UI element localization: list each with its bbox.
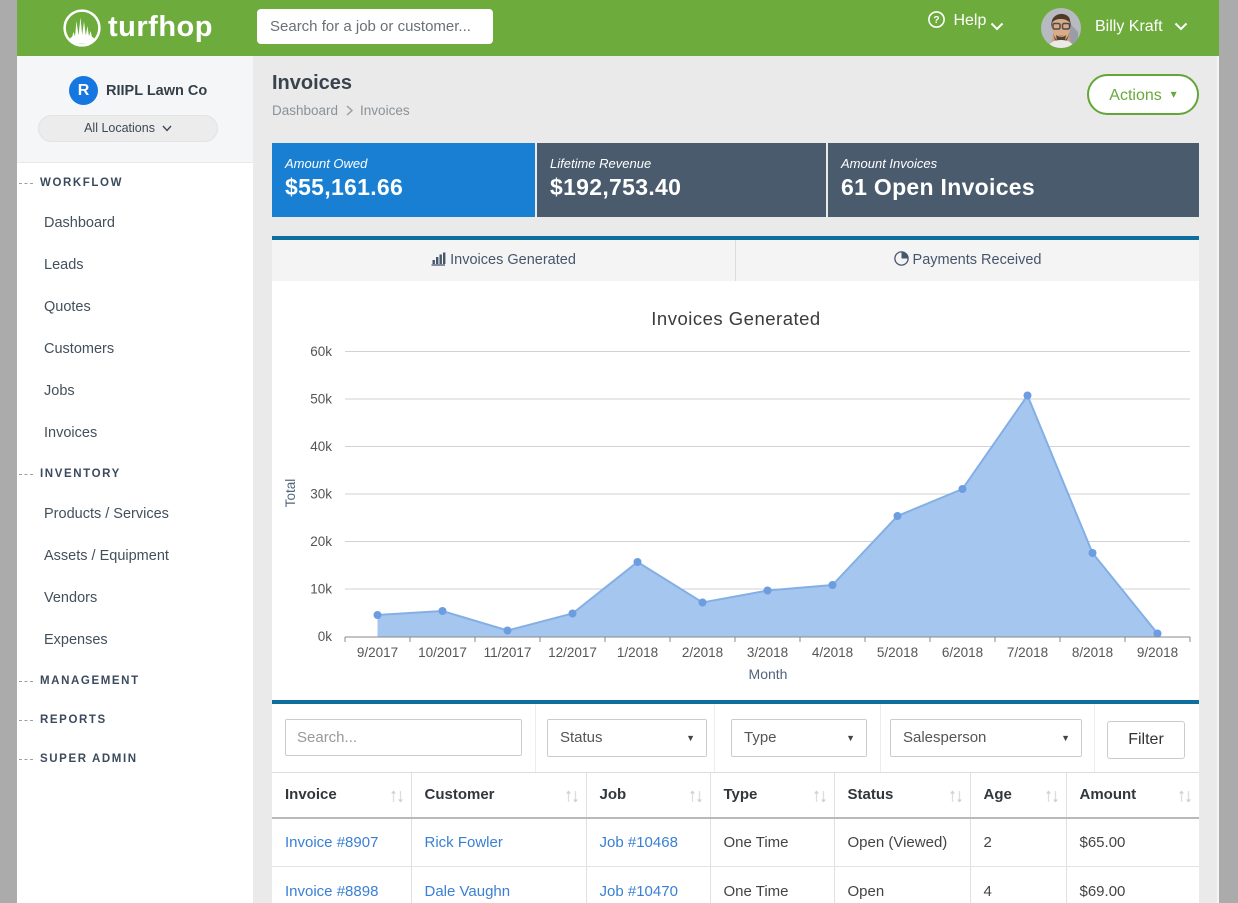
svg-text:9/2018: 9/2018 — [1137, 645, 1178, 660]
svg-text:4/2018: 4/2018 — [812, 645, 853, 660]
svg-text:30k: 30k — [310, 487, 332, 502]
svg-text:7/2018: 7/2018 — [1007, 645, 1048, 660]
svg-text:1/2018: 1/2018 — [617, 645, 658, 660]
svg-text:60k: 60k — [310, 344, 332, 359]
svg-text:Month: Month — [749, 666, 788, 682]
svg-text:10k: 10k — [310, 582, 332, 597]
svg-text:5/2018: 5/2018 — [877, 645, 918, 660]
svg-text:3/2018: 3/2018 — [747, 645, 788, 660]
svg-text:2/2018: 2/2018 — [682, 645, 723, 660]
svg-text:0k: 0k — [318, 629, 333, 644]
svg-text:8/2018: 8/2018 — [1072, 645, 1113, 660]
svg-text:Total: Total — [283, 479, 298, 508]
svg-text:Invoices Generated: Invoices Generated — [651, 308, 820, 329]
svg-text:?: ? — [933, 14, 939, 26]
svg-text:20k: 20k — [310, 534, 332, 549]
svg-text:40k: 40k — [310, 439, 332, 454]
svg-text:9/2017: 9/2017 — [357, 645, 398, 660]
svg-text:10/2017: 10/2017 — [418, 645, 467, 660]
svg-text:6/2018: 6/2018 — [942, 645, 983, 660]
svg-text:12/2017: 12/2017 — [548, 645, 597, 660]
svg-text:50k: 50k — [310, 392, 332, 407]
svg-text:11/2017: 11/2017 — [484, 645, 532, 660]
